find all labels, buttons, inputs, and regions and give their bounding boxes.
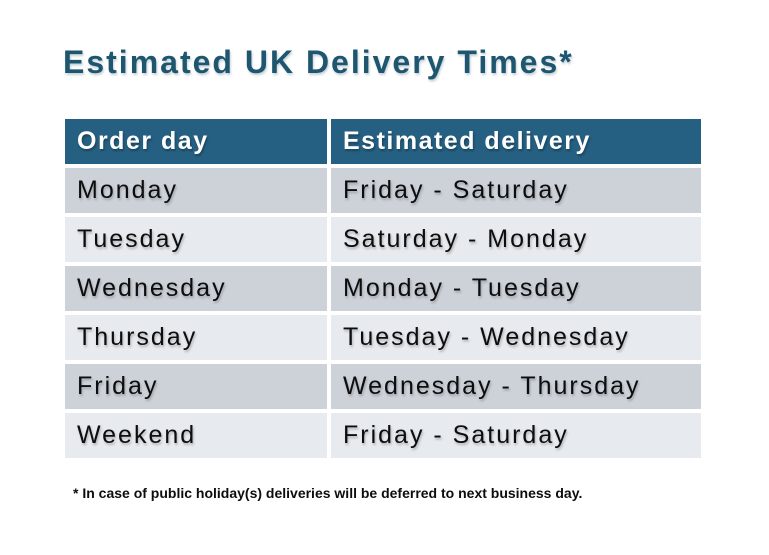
column-header-order-day: Order day: [65, 119, 327, 164]
table-cell-order-day: Monday: [65, 168, 327, 213]
table-cell-estimated-delivery: Monday - Tuesday: [331, 266, 701, 311]
table-cell-order-day: Friday: [65, 364, 327, 409]
table-cell-order-day: Tuesday: [65, 217, 327, 262]
table-cell-estimated-delivery: Tuesday - Wednesday: [331, 315, 701, 360]
table-cell-estimated-delivery: Friday - Saturday: [331, 168, 701, 213]
table-cell-estimated-delivery: Friday - Saturday: [331, 413, 701, 458]
table-cell-estimated-delivery: Wednesday - Thursday: [331, 364, 701, 409]
delivery-times-table: Order day Estimated delivery Monday Frid…: [65, 119, 701, 458]
page-title: Estimated UK Delivery Times*: [63, 44, 574, 80]
footnote: * In case of public holiday(s) deliverie…: [73, 485, 583, 501]
table-cell-estimated-delivery: Saturday - Monday: [331, 217, 701, 262]
table-cell-order-day: Thursday: [65, 315, 327, 360]
table-cell-order-day: Weekend: [65, 413, 327, 458]
column-header-estimated-delivery: Estimated delivery: [331, 119, 701, 164]
table-cell-order-day: Wednesday: [65, 266, 327, 311]
